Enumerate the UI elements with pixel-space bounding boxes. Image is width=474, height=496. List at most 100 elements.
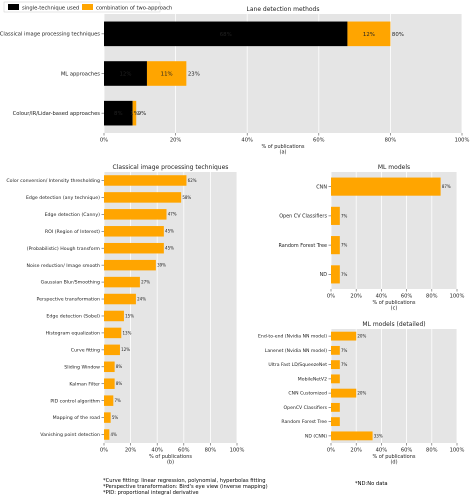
chart-b-category-label: Edge detection (Sobel): [46, 314, 100, 320]
chart-b-category-label: Curve fitting: [71, 347, 100, 353]
chart-a-xlabel: % of publications: [261, 144, 304, 150]
chart-d-title: ML models (detailed): [362, 321, 425, 328]
chart-b-category-label: Noise reduction/ Image smooth: [27, 263, 101, 269]
chart-d-bar: [331, 388, 357, 398]
chart-b-value-label: 58%: [182, 195, 191, 200]
chart-a-total-label: 9%: [138, 111, 147, 117]
chart-b-value-label: 4%: [111, 432, 118, 437]
chart-b-bar: [104, 209, 167, 220]
chart-d-value-label: 33%: [374, 433, 383, 438]
chart-a-tick-label: 80%: [385, 138, 397, 144]
chart-a-value-label: 1%: [130, 111, 139, 117]
chart-b-category-label: Histogram equalization: [46, 331, 100, 337]
chart-b-value-label: 7%: [115, 398, 122, 403]
chart-c-tick-label: 0%: [327, 294, 335, 300]
chart-d-category-label: MobileNetV2: [298, 376, 327, 382]
chart-a-tick-label: 0%: [100, 138, 108, 144]
chart-b-tick-label: 60%: [178, 448, 190, 454]
chart-b-category-label: (Probabilistic) Hough transform: [27, 246, 101, 252]
legend-swatch-combo: [82, 4, 93, 10]
chart-d-tick-label: 0%: [327, 448, 335, 454]
chart-d-bar: [331, 431, 373, 441]
chart-c-bar: [331, 206, 340, 225]
chart-b-value-label: 15%: [125, 313, 134, 318]
footnote-perspective: *Perspective transformation: Bird's eye …: [103, 484, 268, 490]
chart-c-value-label: 87%: [442, 184, 451, 189]
chart-a-value-label: 68%: [220, 32, 232, 38]
chart-b-bar: [104, 378, 115, 389]
chart-b-category-label: ROI (Region of Interest): [45, 229, 100, 235]
chart-b-bar: [104, 242, 164, 254]
footnote-nd: *ND:No data: [355, 481, 388, 487]
chart-d-sublabel: (d): [390, 460, 397, 466]
chart-c-category-label: ND: [320, 272, 328, 278]
chart-d-category-label: Lanenet (Nvidia NN model): [265, 348, 327, 354]
chart-a-bar-combo: [146, 61, 187, 86]
chart-c-tick-label: 100%: [450, 294, 465, 300]
chart-c-bar: [331, 265, 340, 284]
chart-a-title: Lane detection methods: [247, 6, 320, 13]
chart-a-category-label: Classical image processing techniques: [0, 32, 100, 38]
chart-a-bar-single: [104, 100, 133, 126]
chart-b-bar: [104, 276, 140, 288]
chart-b-bar: [104, 344, 120, 356]
chart-b-tick-label: 0%: [100, 448, 108, 454]
chart-b-category-label: Color conversion/ Intensity thresholding: [6, 178, 100, 184]
chart-b-value-label: 62%: [188, 178, 197, 183]
chart-b-category-label: Mapping of the road: [53, 415, 100, 421]
chart-a-legend: single-technique used combination of two-…: [3, 1, 172, 13]
chart-b-value-label: 39%: [157, 263, 166, 268]
chart-d-tick-label: 40%: [376, 448, 388, 454]
chart-d-xlabel: % of publications: [372, 454, 415, 460]
chart-c-value-label: 7%: [341, 272, 348, 277]
legend-swatch-single: [8, 4, 19, 10]
chart-d-tick-label: 20%: [350, 448, 362, 454]
chart-b-bar: [104, 259, 156, 271]
chart-c-value-label: 7%: [341, 213, 348, 218]
chart-a-bar-single: [104, 21, 348, 47]
chart-b-value-label: 45%: [165, 246, 174, 251]
chart-b-bar: [104, 175, 187, 186]
chart-a-value-label: 12%: [119, 72, 131, 78]
chart-c-sublabel: (c): [391, 306, 398, 312]
chart-d-plot-area: [331, 329, 457, 443]
chart-a-tick-label: 60%: [313, 138, 325, 144]
chart-c-bar: [331, 236, 340, 255]
chart-c-xlabel: % of publications: [372, 300, 415, 306]
chart-a-value-label: 8%: [114, 111, 123, 117]
chart-a-total-label: 80%: [392, 32, 404, 38]
chart-b-tick-label: 40%: [151, 448, 163, 454]
chart-b-bar: [104, 310, 124, 322]
chart-d-tick-label: 60%: [401, 448, 413, 454]
chart-b-value-label: 5%: [112, 415, 119, 420]
chart-d-category-label: ND (CNN): [305, 433, 327, 439]
chart-b-bar: [104, 395, 114, 406]
chart-b-category-label: Edge detection (any technique): [26, 195, 100, 201]
chart-c-category-label: Open CV Classifiers: [279, 214, 327, 220]
chart-d-category-label: CNN Customized: [288, 391, 327, 397]
chart-b-title: Classical image processing techniques: [113, 164, 229, 171]
chart-b-value-label: 47%: [168, 212, 177, 217]
chart-b-category-label: Sliding Window: [64, 364, 100, 370]
chart-d-bar: [331, 417, 340, 427]
chart-b-bar: [104, 192, 182, 203]
chart-c-category-label: Random Forest Tree: [278, 243, 327, 249]
chart-d-value-label: 7%: [341, 362, 348, 367]
chart-c-tick-label: 80%: [426, 294, 438, 300]
chart-b-bar: [104, 412, 111, 423]
chart-a-value-label: 11%: [161, 72, 173, 78]
chart-b-value-label: 24%: [137, 296, 146, 301]
chart-a-bar-combo: [347, 21, 391, 47]
chart-b-xlabel: % of publications: [149, 454, 192, 460]
chart-d-value-label: 20%: [357, 334, 366, 339]
chart-a-category-label: ML approaches: [61, 71, 100, 77]
chart-c-tick-label: 40%: [376, 294, 388, 300]
chart-a-tick-label: 40%: [241, 138, 253, 144]
chart-c-tick-label: 60%: [401, 294, 413, 300]
chart-b-tick-label: 80%: [205, 448, 217, 454]
chart-b-value-label: 45%: [165, 229, 174, 234]
chart-a-tick-label: 20%: [170, 138, 182, 144]
chart-c-category-label: CNN: [316, 184, 327, 190]
chart-b-category-label: PID control algorithm: [50, 398, 100, 404]
footnotes-left: *Curve fitting: linear regression, polyn…: [103, 478, 268, 496]
